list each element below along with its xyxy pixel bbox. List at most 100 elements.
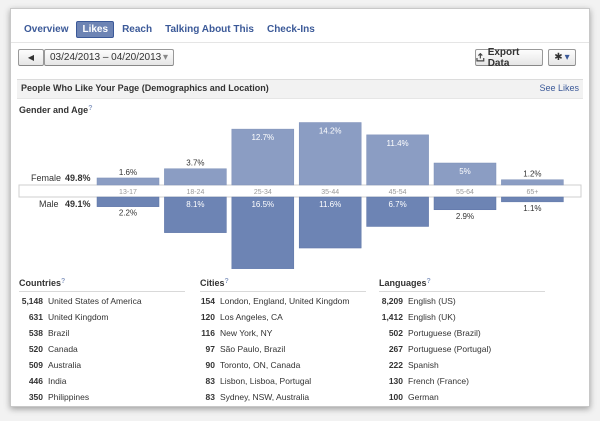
female-value-label-35-44: 14.2%: [319, 127, 342, 136]
settings-menu-button[interactable]: ✱ ▾: [548, 49, 576, 66]
male-value-label-55-64: 2.9%: [456, 212, 474, 221]
tab-talking-about-this[interactable]: Talking About This: [165, 23, 254, 35]
male-bar-18-24: [164, 196, 227, 233]
list-item-count: 8,209: [381, 296, 403, 306]
list-item: 222 Spanish: [377, 357, 557, 373]
tab-check-ins[interactable]: Check-Ins: [266, 23, 315, 35]
female-total: 49.8%: [65, 173, 91, 183]
list-item-count: 538: [28, 328, 43, 338]
date-range-value: 03/24/2013 – 04/20/2013: [50, 52, 162, 63]
female-value-label-45-54: 11.4%: [387, 139, 409, 148]
export-data-label: Export Data: [487, 46, 520, 69]
list-item-count: 222: [388, 360, 403, 370]
gender-age-title: Gender and Age?: [19, 105, 92, 115]
list-item-count: 83: [205, 376, 215, 386]
help-icon[interactable]: ?: [88, 105, 93, 112]
date-range-select[interactable]: 03/24/2013 – 04/20/2013 ▾: [44, 49, 174, 66]
list-item-count: 267: [388, 344, 403, 354]
insights-tabs: Overview Likes Reach Talking About This …: [19, 19, 323, 39]
list-item: 509 Australia: [19, 357, 189, 373]
list-item: 446 India: [19, 373, 189, 389]
see-likes-link[interactable]: See Likes: [539, 83, 579, 93]
list-item-name: French (France): [408, 376, 469, 386]
tab-reach[interactable]: Reach: [122, 23, 153, 35]
list-item: 100 German: [377, 389, 557, 405]
tab-likes[interactable]: Likes: [76, 20, 115, 38]
list-item: 1,412 English (UK): [377, 309, 557, 325]
female-legend-label: Female: [31, 173, 61, 183]
list-item-name: Philippines: [48, 392, 90, 402]
list-item-name: London, England, United Kingdom: [220, 296, 350, 306]
age-tick-label-55-64: 55-64: [456, 189, 474, 196]
female-bar-55-64: [433, 162, 497, 186]
chevron-down-icon: ▾: [162, 52, 168, 63]
cities-title: Cities?: [200, 278, 229, 288]
gear-icon: ✱: [554, 52, 563, 63]
list-item: 83 Lisbon, Lisboa, Portugal: [197, 373, 377, 389]
list-item: 538 Brazil: [19, 325, 189, 341]
list-item-name: India: [48, 376, 67, 386]
list-item-count: 90: [205, 360, 215, 370]
list-item-name: Portuguese (Brazil): [408, 328, 481, 338]
age-tick-label-35-44: 35-44: [321, 189, 339, 196]
section-header: People Who Like Your Page (Demographics …: [17, 79, 583, 99]
list-item: 90 Toronto, ON, Canada: [197, 357, 377, 373]
export-data-button[interactable]: Export Data: [475, 46, 543, 69]
male-value-label-18-24: 8.1%: [186, 200, 204, 209]
list-item-count: 154: [200, 296, 215, 306]
tabs-divider: [11, 42, 589, 43]
list-item-name: Portuguese (Portugal): [408, 344, 492, 354]
list-item: 267 Portuguese (Portugal): [377, 341, 557, 357]
list-item-count: 502: [388, 328, 403, 338]
female-value-label-13-17: 1.6%: [119, 168, 137, 177]
age-tick-label-25-34: 25-34: [254, 189, 272, 196]
male-value-label-35-44: 11.6%: [319, 200, 341, 209]
languages-divider: [379, 291, 545, 292]
languages-label: Languages: [379, 278, 427, 288]
male-value-label-13-17: 2.2%: [119, 209, 137, 218]
list-item: 83 Sydney, NSW, Australia: [197, 389, 377, 405]
insights-panel: Overview Likes Reach Talking About This …: [10, 8, 590, 407]
list-item-count: 130: [388, 376, 403, 386]
section-title: People Who Like Your Page (Demographics …: [21, 83, 269, 93]
list-item-count: 116: [201, 328, 215, 338]
cities-label: Cities: [200, 278, 225, 288]
list-item-name: Canada: [48, 344, 78, 354]
languages-title: Languages?: [379, 278, 431, 288]
male-legend-label: Male: [39, 199, 59, 209]
male-bar-55-64: [433, 196, 497, 211]
previous-range-button[interactable]: ◀: [18, 49, 44, 66]
list-item-name: German: [408, 392, 439, 402]
list-item-name: São Paulo, Brazil: [220, 344, 286, 354]
age-tick-label-45-54: 45-54: [389, 189, 407, 196]
list-item: 130 French (France): [377, 373, 557, 389]
list-item-count: 97: [205, 344, 215, 354]
tab-overview[interactable]: Overview: [24, 23, 69, 35]
list-item-name: English (US): [408, 296, 456, 306]
male-bar-65+: [501, 196, 564, 203]
help-icon[interactable]: ?: [426, 278, 431, 285]
list-item-count: 446: [28, 376, 43, 386]
age-tick-label-18-24: 18-24: [186, 189, 204, 196]
list-item-name: Toronto, ON, Canada: [220, 360, 301, 370]
list-item-name: New York, NY: [220, 328, 273, 338]
cities-divider: [200, 291, 366, 292]
list-item: 631 United Kingdom: [19, 309, 189, 325]
male-total: 49.1%: [65, 199, 91, 209]
help-icon[interactable]: ?: [224, 278, 229, 285]
list-item-count: 5,148: [21, 296, 43, 306]
help-icon[interactable]: ?: [61, 278, 66, 285]
gender-age-label: Gender and Age: [19, 105, 89, 115]
list-item-name: United States of America: [48, 296, 142, 306]
export-icon: [476, 53, 485, 62]
list-item-name: Brazil: [48, 328, 70, 338]
age-tick-label-13-17: 13-17: [119, 189, 137, 196]
list-item-name: United Kingdom: [48, 312, 109, 322]
list-item-count: 631: [28, 312, 43, 322]
male-bar-25-34: [231, 196, 295, 269]
list-item-name: English (UK): [408, 312, 456, 322]
countries-divider: [19, 291, 185, 292]
age-axis-band: [18, 184, 582, 198]
male-value-label-45-54: 6.7%: [388, 200, 406, 209]
list-item-name: Australia: [48, 360, 82, 370]
